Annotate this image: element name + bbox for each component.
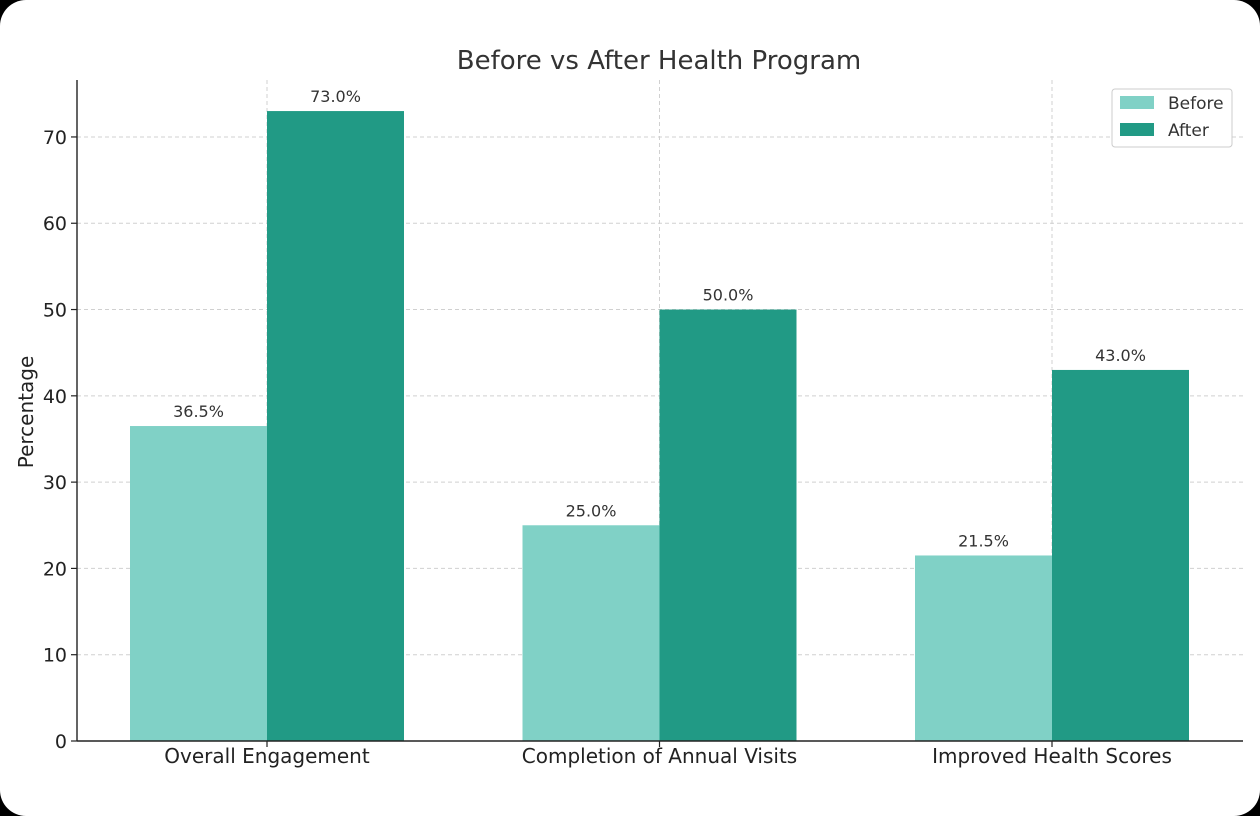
- legend: Before After: [1111, 88, 1233, 148]
- y-tick-label: 60: [43, 213, 67, 235]
- legend-swatch-after: [1120, 123, 1154, 136]
- y-axis-label: Percentage: [14, 356, 38, 469]
- chart-title: Before vs After Health Program: [457, 46, 862, 76]
- y-tick-label: 20: [43, 558, 67, 580]
- data-label: 36.5%: [173, 402, 224, 421]
- y-tick-label: 50: [43, 300, 67, 322]
- y-ticks: 0 10 20 30 40 50 60 70: [43, 127, 77, 753]
- x-tick-label: Overall Engagement: [164, 744, 370, 768]
- data-label: 43.0%: [1095, 346, 1146, 365]
- y-tick-label: 70: [43, 127, 67, 149]
- bar-after-3: [1052, 369, 1189, 741]
- y-tick-label: 40: [43, 386, 67, 408]
- bar-after-1: [267, 111, 404, 741]
- bar-before-2: [522, 525, 660, 741]
- legend-label-before: Before: [1168, 94, 1224, 114]
- x-tick-label: Completion of Annual Visits: [522, 744, 797, 768]
- bars: [130, 111, 1189, 741]
- y-tick-label: 30: [43, 472, 67, 494]
- data-label: 21.5%: [958, 531, 1009, 550]
- x-ticks: Overall Engagement Completion of Annual V…: [164, 741, 1172, 768]
- y-tick-label: 0: [55, 731, 67, 753]
- data-labels: 36.5% 25.0% 21.5% 73.0% 50.0% 43.0%: [173, 87, 1146, 550]
- bar-after-2: [659, 309, 797, 741]
- legend-swatch-before: [1120, 96, 1154, 109]
- bar-before-1: [130, 426, 267, 741]
- data-label: 73.0%: [310, 87, 361, 106]
- bar-before-3: [915, 555, 1052, 741]
- data-label: 25.0%: [566, 501, 617, 520]
- x-tick-label: Improved Health Scores: [932, 744, 1172, 768]
- legend-label-after: After: [1168, 121, 1209, 141]
- y-tick-label: 10: [43, 645, 67, 667]
- data-label: 50.0%: [703, 286, 754, 305]
